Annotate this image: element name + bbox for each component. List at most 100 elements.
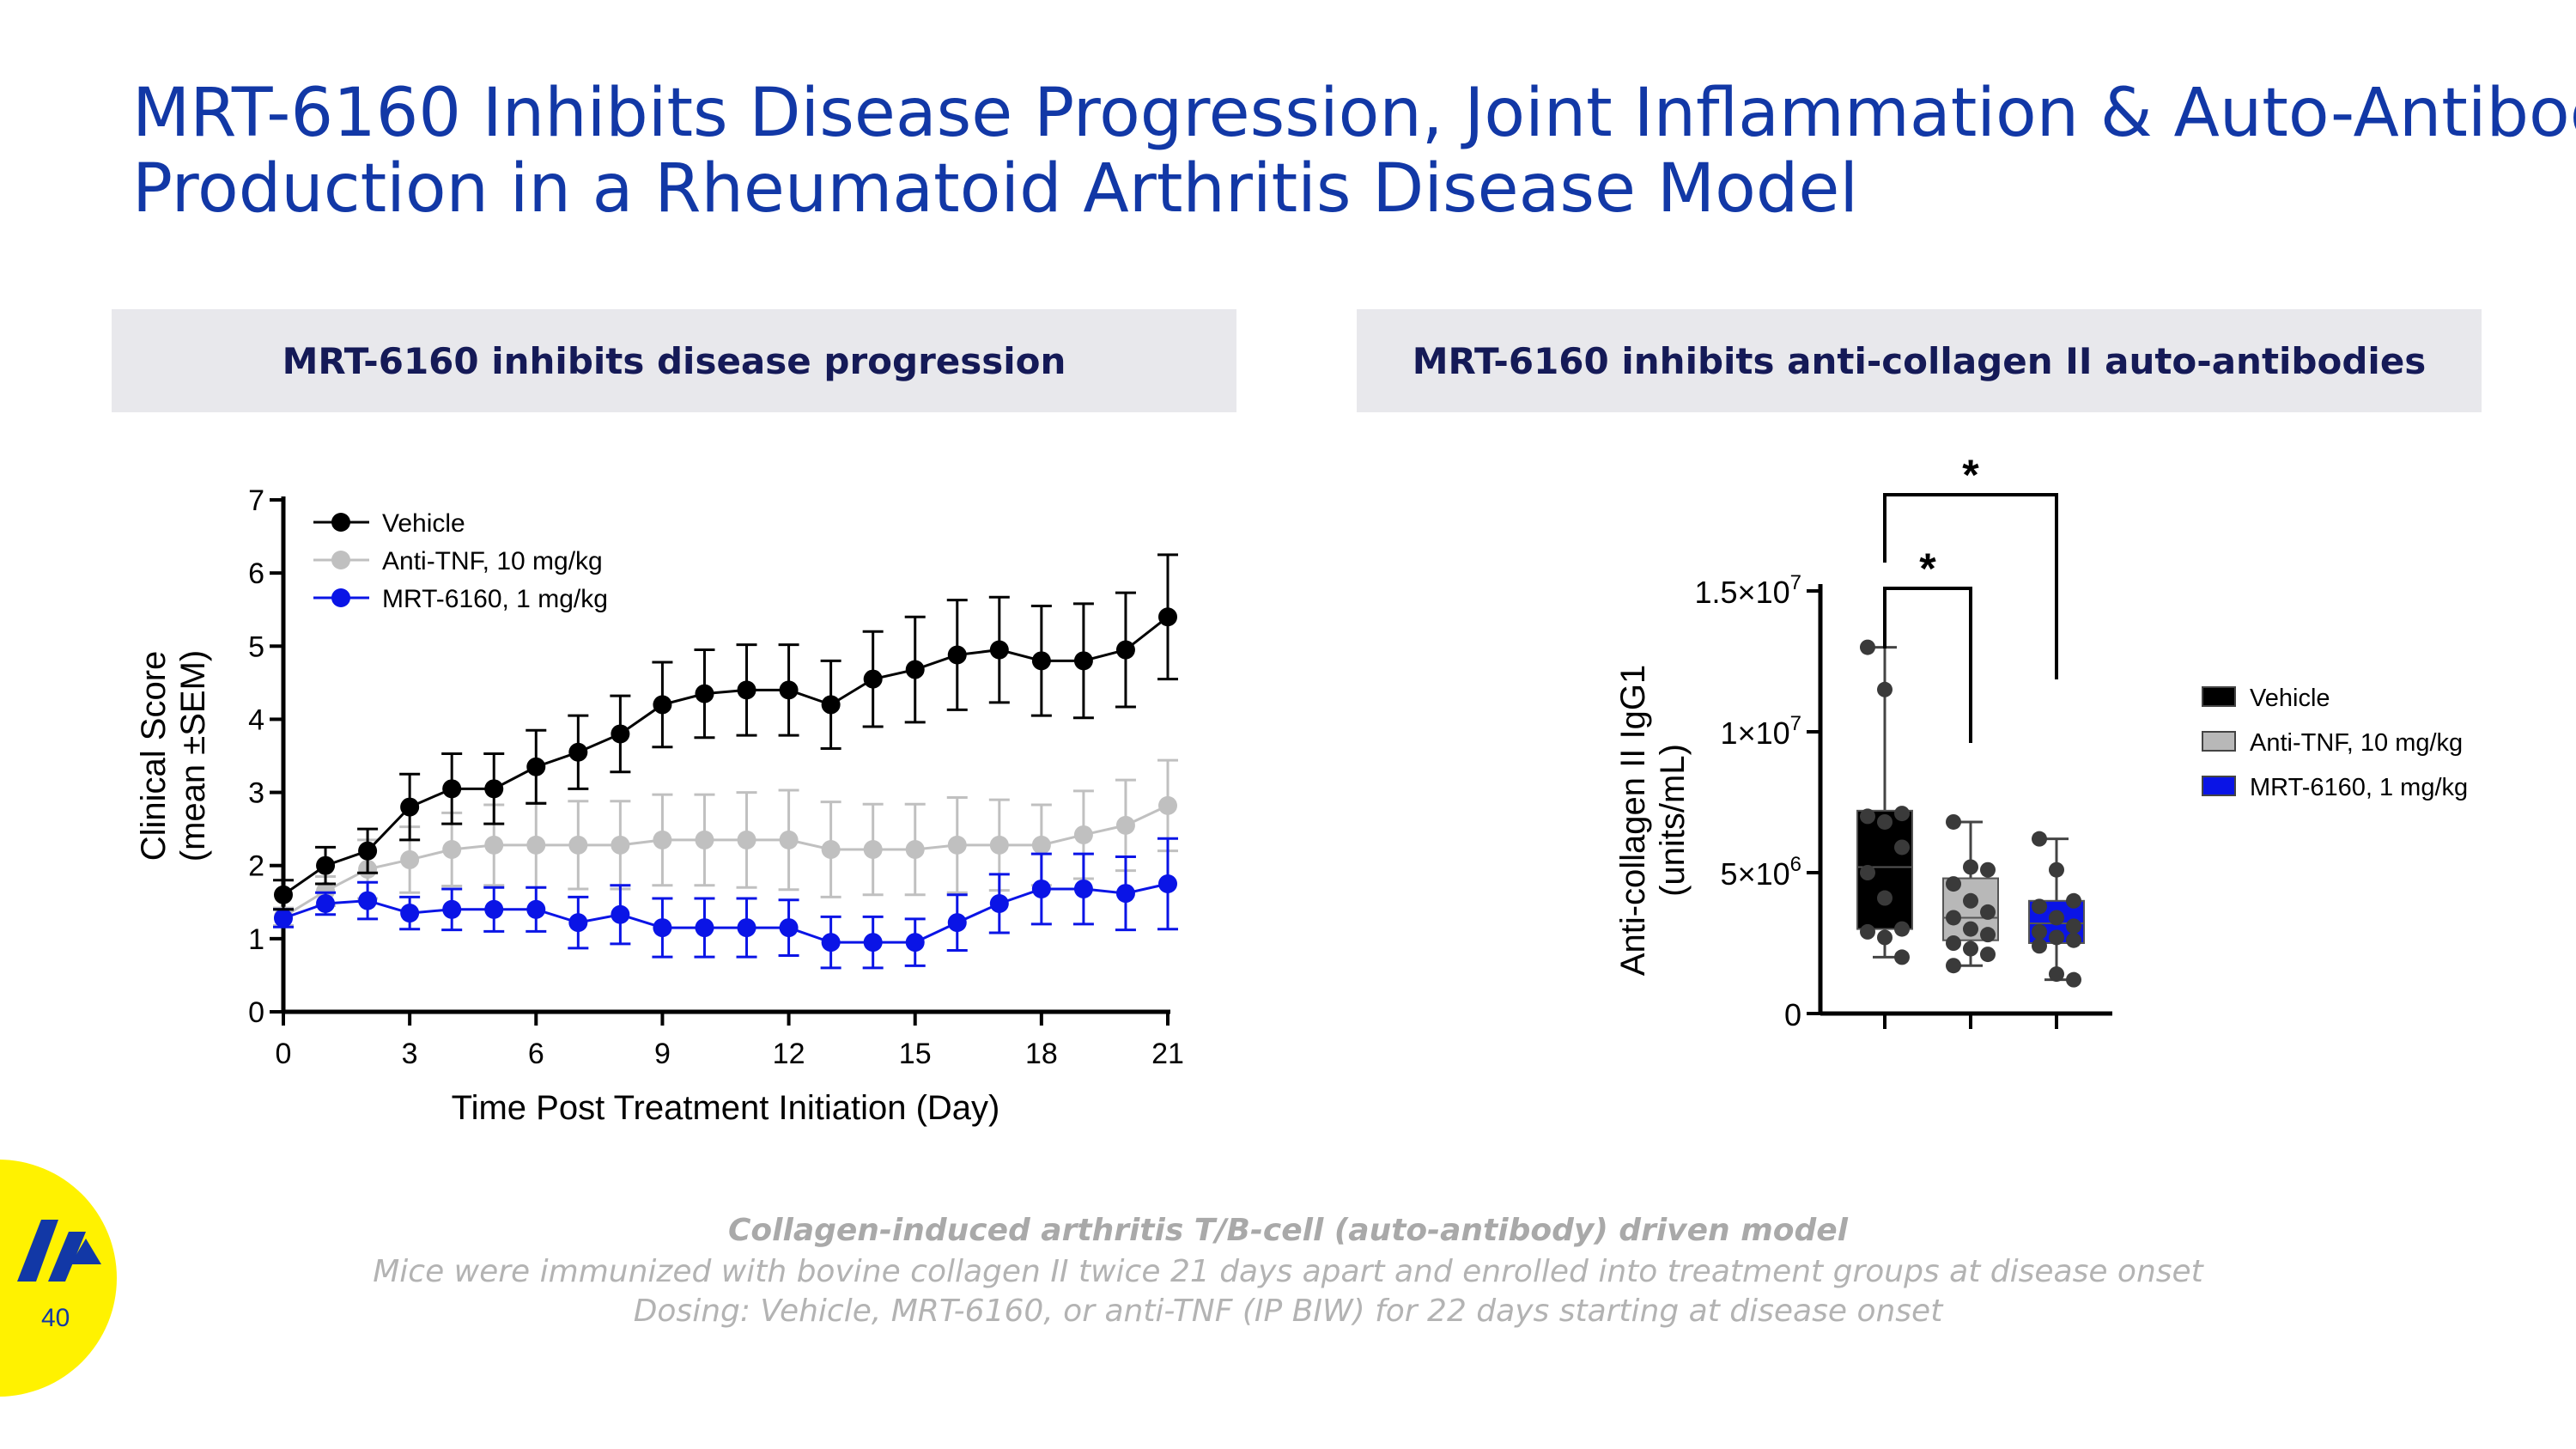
data-point — [400, 849, 420, 869]
data-point — [358, 841, 378, 861]
data-point — [863, 933, 883, 953]
series-line — [283, 804, 1169, 918]
legend-label: Vehicle — [2250, 685, 2330, 712]
data-point — [1980, 927, 1996, 943]
data-point — [695, 830, 714, 849]
data-point — [2049, 861, 2064, 878]
y-tick-label: 3 — [248, 777, 264, 810]
y-tick-label: 1.5×107 — [1695, 571, 1801, 610]
data-point — [1877, 681, 1893, 697]
data-point — [2032, 938, 2047, 954]
slide-title-line2: Production in a Rheumatoid Arthritis Dis… — [132, 150, 1859, 228]
data-point — [905, 839, 925, 859]
data-point — [2032, 831, 2047, 847]
data-point — [2049, 910, 2064, 926]
data-point — [611, 835, 630, 855]
y-tick-label: 6 — [248, 557, 264, 590]
data-point — [316, 855, 336, 875]
x-tick-label: 18 — [1025, 1038, 1058, 1070]
data-point — [2049, 929, 2064, 946]
data-point — [1073, 879, 1093, 898]
y-axis-title: Anti-collagen II IgG1(units/mL) — [1614, 665, 1692, 976]
data-point — [1946, 876, 1961, 892]
data-point — [400, 797, 420, 817]
data-point — [863, 669, 883, 689]
data-point — [1963, 892, 1978, 909]
data-point — [568, 742, 588, 762]
data-point — [1158, 874, 1177, 893]
data-point — [568, 913, 588, 933]
y-tick-label: 0 — [1784, 997, 1801, 1032]
data-point — [1946, 935, 1961, 951]
data-point — [1963, 921, 1978, 937]
page-number: 40 — [41, 1304, 70, 1332]
data-point — [442, 779, 462, 799]
data-point — [442, 899, 462, 919]
legend-label: Vehicle — [382, 509, 465, 538]
significance-label: * — [1962, 451, 1979, 499]
data-point — [653, 918, 672, 938]
data-point — [1115, 640, 1135, 660]
x-tick-label: 3 — [402, 1038, 418, 1070]
data-point — [1860, 923, 1875, 940]
y-axis-title-line2: (units/mL) — [1654, 744, 1692, 897]
data-point — [526, 757, 546, 776]
data-point — [316, 893, 336, 913]
y-tick-label: 5×106 — [1721, 853, 1801, 892]
y-tick-exponent: 6 — [1790, 853, 1801, 876]
data-point — [1031, 835, 1051, 855]
box-group-0 — [1856, 639, 1913, 965]
data-point — [1860, 865, 1875, 880]
y-axis-title-line2: (mean ±SEM) — [174, 650, 212, 861]
data-point — [1115, 884, 1135, 904]
significance-bracket — [1883, 587, 1972, 743]
data-point — [611, 724, 630, 744]
data-point — [526, 835, 546, 855]
data-point — [1073, 651, 1093, 671]
series-line — [283, 882, 1169, 944]
data-point — [1877, 890, 1893, 906]
data-point — [2066, 892, 2081, 909]
y-tick-exponent: 7 — [1790, 571, 1801, 594]
footnote-line1: Mice were immunized with bovine collagen… — [373, 1254, 2203, 1289]
data-point — [1946, 958, 1961, 974]
data-point — [821, 933, 841, 953]
data-point — [1031, 879, 1051, 898]
data-point — [1115, 815, 1135, 835]
data-point — [358, 891, 378, 910]
x-tick-label: 9 — [654, 1038, 671, 1070]
y-tick-base: 0 — [1784, 997, 1801, 1032]
series-0 — [273, 553, 1178, 911]
data-point — [568, 835, 588, 855]
y-tick-label: 1×107 — [1721, 712, 1801, 751]
series-line — [283, 616, 1169, 897]
data-point — [989, 835, 1009, 855]
box-group-1 — [1942, 813, 1999, 974]
y-tick-exponent: 7 — [1790, 712, 1801, 735]
data-point — [695, 684, 714, 703]
data-point — [989, 893, 1009, 913]
y-tick-base: 5×10 — [1721, 856, 1790, 892]
data-point — [274, 885, 293, 904]
data-point — [821, 839, 841, 859]
y-tick-label: 4 — [248, 703, 264, 736]
legend-swatch — [2202, 686, 2236, 707]
data-point — [484, 835, 504, 855]
data-point — [779, 680, 799, 700]
data-point — [2066, 971, 2081, 988]
data-point — [1031, 651, 1051, 671]
x-tick-label: 12 — [773, 1038, 805, 1070]
data-point — [1158, 607, 1177, 627]
data-point — [905, 660, 925, 679]
data-point — [1894, 921, 1910, 937]
data-point — [400, 904, 420, 923]
legend-marker — [331, 588, 350, 607]
data-point — [1073, 825, 1093, 844]
right-panel-header: MRT-6160 inhibits anti-collagen II auto-… — [1357, 309, 2482, 412]
antibody-box-plot: 0 5×106 1×107 1.5×107 Anti-collagen II IgG1(… — [1614, 451, 2468, 1032]
data-point — [1963, 859, 1978, 875]
data-point — [1860, 808, 1875, 825]
data-point — [1980, 904, 1996, 920]
data-point — [737, 830, 756, 849]
footnote-title: Collagen-induced arthritis T/B-cell (aut… — [728, 1213, 1848, 1248]
